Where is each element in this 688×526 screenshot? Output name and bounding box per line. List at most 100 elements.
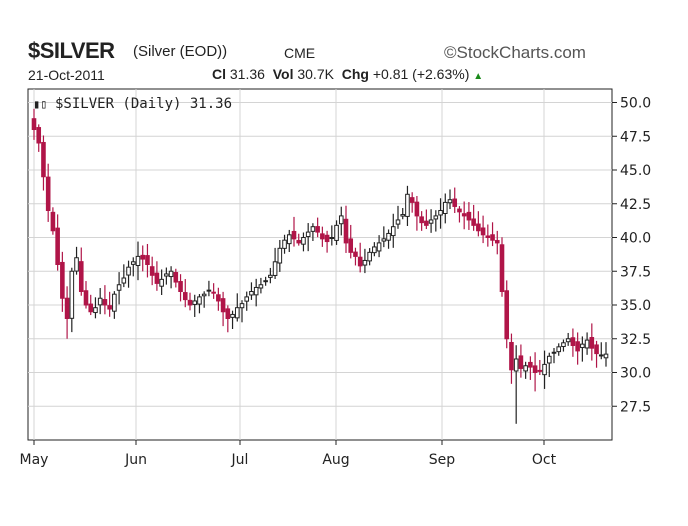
candle	[409, 192, 415, 213]
candle	[272, 247, 278, 280]
close-value: 31.36	[229, 66, 265, 82]
candle-body	[45, 176, 51, 211]
candle-body	[542, 363, 547, 376]
candle	[372, 242, 377, 257]
candle-body	[50, 211, 56, 232]
candle	[338, 206, 344, 236]
x-tick-label: Oct	[532, 452, 557, 468]
candle-body	[102, 299, 108, 306]
candle-body	[244, 296, 250, 302]
candle-body	[116, 284, 122, 291]
candle	[310, 223, 316, 241]
candle-body	[546, 355, 552, 364]
candle	[499, 237, 505, 297]
y-tick-label: 37.5	[620, 264, 651, 280]
candle	[305, 223, 311, 252]
candle-body	[164, 273, 169, 277]
candle	[182, 279, 188, 308]
candle-body	[31, 118, 37, 130]
candle-body	[69, 270, 75, 319]
candle-body	[575, 341, 580, 352]
candle	[301, 232, 306, 252]
candle	[395, 205, 401, 229]
candle-body	[438, 210, 443, 216]
candle-body	[372, 246, 377, 254]
candle	[598, 342, 604, 360]
candle-body	[409, 197, 415, 203]
candle	[192, 294, 198, 317]
change-value: +0.81 (+2.63%)	[372, 66, 470, 82]
candle-body	[424, 220, 429, 226]
candle-body	[201, 293, 207, 297]
candle	[457, 206, 462, 223]
candle	[320, 226, 325, 247]
candle	[263, 276, 268, 286]
candle-body	[466, 211, 472, 221]
candle	[93, 297, 98, 319]
candle-body	[556, 346, 562, 353]
candle	[428, 209, 434, 233]
candle-body	[64, 297, 70, 319]
candle-body	[216, 294, 221, 302]
legend: ▮▯ $SILVER (Daily) 31.36	[33, 96, 232, 112]
candle	[135, 241, 141, 281]
candle-body	[78, 261, 84, 293]
candle-body	[272, 261, 278, 276]
candle-body	[551, 351, 557, 354]
candle-body	[518, 355, 524, 369]
candle	[570, 328, 576, 357]
candle	[414, 195, 420, 231]
candle	[324, 230, 330, 253]
candle-body	[405, 193, 410, 217]
y-tick-label: 45.0	[620, 163, 651, 179]
candle-body	[320, 233, 325, 240]
y-axis: 27.5 30.0 32.5 35.0 37.5 40.0 42.5 45.0 47.5 50.0	[612, 96, 651, 415]
candle-body	[173, 272, 179, 283]
change-label: Chg	[341, 66, 369, 82]
candle	[589, 323, 595, 361]
x-tick-label: Jul	[231, 452, 249, 468]
candle	[164, 267, 169, 285]
candle	[291, 216, 297, 247]
candle-body	[353, 251, 358, 257]
candle	[244, 291, 250, 311]
candle-body	[145, 255, 150, 266]
candle-body	[234, 307, 240, 319]
candle-body	[362, 259, 368, 266]
candle-body	[291, 230, 297, 240]
candle	[376, 235, 382, 258]
copyright-icon: ©	[444, 43, 457, 62]
candle-body	[461, 213, 467, 217]
candle	[556, 343, 562, 356]
candle-body	[249, 291, 254, 296]
candle	[362, 248, 368, 274]
candle-body	[301, 237, 306, 245]
candle-body	[258, 284, 264, 289]
candle-body	[135, 255, 141, 266]
candle	[116, 272, 122, 305]
candle	[78, 247, 84, 296]
candle-body	[442, 201, 448, 214]
candle	[419, 211, 424, 231]
candle	[102, 285, 108, 315]
candle	[424, 209, 429, 230]
candle-body	[386, 232, 391, 241]
candle-body	[130, 261, 136, 265]
candle-body	[447, 199, 453, 204]
candle-body	[159, 278, 164, 287]
candle-body	[457, 208, 462, 213]
candle	[523, 361, 528, 379]
candle-body	[598, 354, 604, 357]
candle	[603, 342, 609, 367]
candle	[234, 293, 240, 322]
candle-body	[324, 234, 330, 243]
candle	[466, 202, 472, 230]
candle	[282, 234, 287, 254]
candle-body	[390, 226, 396, 237]
candle	[286, 229, 292, 252]
candle	[381, 226, 387, 248]
candle	[197, 294, 202, 314]
candle-body	[584, 339, 590, 349]
candle	[329, 225, 335, 246]
